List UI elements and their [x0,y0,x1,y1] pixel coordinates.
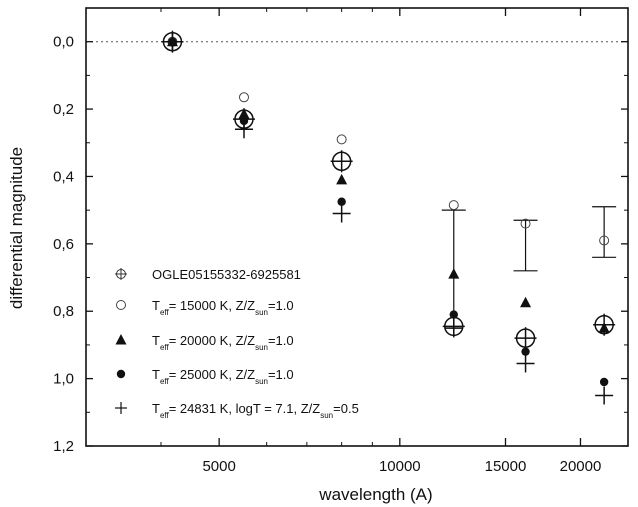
y-tick-label: 1,2 [53,438,74,455]
marker-filled-circle [599,377,609,387]
marker-open-circle [336,134,347,145]
x-tick-label: 5000 [202,458,235,475]
legend-label: Teff= 20000 K, Z/Zsun=1.0 [152,333,294,352]
y-axis-title: differential magnitude [7,147,26,309]
legend-text-part: =1.0 [268,333,294,348]
marker-filled-circle [521,347,530,356]
legend-subscript: sun [255,308,268,317]
data-point-circle-plus [442,315,465,338]
marker-open-circle [448,200,459,211]
legend-subscript: sun [320,411,333,420]
data-point-open-circle [520,218,531,229]
marker-triangle [448,268,460,279]
data-point-filled-circle [599,377,609,387]
legend-text-part: T [152,333,160,348]
legend-marker [115,402,127,414]
data-point-open-circle [238,92,249,103]
y-tick-label: 1,0 [53,371,74,388]
data-point-plus [332,204,351,223]
legend-subscript: eff [160,377,170,386]
legend-text-part: OGLE05155332-6925581 [152,267,301,282]
legend-text-part: = 24831 K, logT = 7.1, Z/Z [169,401,321,416]
marker-open-circle [599,235,610,246]
legend-label: Teff= 25000 K, Z/Zsun=1.0 [152,367,294,386]
legend-marker [116,300,126,310]
legend-text-part: = 15000 K, Z/Z [169,298,255,313]
data-point-filled-circle [449,310,458,319]
legend-label: Teff= 24831 K, logT = 7.1, Z/Zsun=0.5 [152,401,359,420]
legend-marker [116,369,126,379]
x-tick-label: 20000 [560,458,602,475]
legend-text-part: =0.5 [333,401,359,416]
data-point-plus [595,386,614,405]
legend-marker [115,268,127,280]
x-tick-label: 10000 [379,458,421,475]
legend-label: Teff= 15000 K, Z/Zsun=1.0 [152,298,294,317]
data-point-filled-triangle [520,296,532,308]
legend-text-part: =1.0 [268,298,294,313]
legend-text-part: T [152,367,160,382]
legend-label: OGLE05155332-6925581 [152,267,301,282]
x-axis-title: wavelength (A) [318,485,432,504]
legend-marker [115,334,127,345]
plot-frame [85,7,629,447]
legend-text-part: = 20000 K, Z/Z [169,333,255,348]
y-tick-label: 0,6 [53,236,74,253]
y-tick-label: 0,0 [53,34,74,51]
data-point-open-circle [336,134,347,145]
marker-filled-circle [337,197,346,206]
data-point-circle-plus [514,327,537,350]
data-point-filled-circle [337,197,346,206]
legend-subscript: sun [255,377,268,386]
data-point-circle-plus [593,313,616,336]
data-point-filled-circle [521,347,530,356]
y-tick-label: 0,2 [53,101,74,118]
marker-open-circle [520,218,531,229]
legend-subscript: eff [160,308,170,317]
marker-open-circle [238,92,249,103]
x-tick-label: 15000 [485,458,527,475]
data-point-circle-plus [232,108,255,131]
data-layer [161,30,617,405]
marker-triangle [520,296,532,308]
marker-triangle [336,173,348,185]
data-point-circle-plus [330,150,353,173]
data-point-filled-triangle [448,268,460,279]
marker-filled-circle [449,310,458,319]
data-point-plus [516,354,535,373]
data-point-open-circle [599,235,610,246]
legend-text-part: T [152,401,160,416]
legend-text-part: T [152,298,160,313]
legend-subscript: eff [160,343,170,352]
data-point-filled-triangle [336,173,348,185]
legend-text-part: =1.0 [268,367,294,382]
data-point-open-circle [448,200,459,211]
y-tick-label: 0,8 [53,303,74,320]
y-tick-label: 0,4 [53,168,74,185]
legend-subscript: eff [160,411,170,420]
legend-subscript: sun [255,343,268,352]
axes-layer: 0,0 0,2 0,4 0,6 0,8 1,0 1,2 5000 10000 15000 20000 [53,7,629,475]
legend-text-part: = 25000 K, Z/Z [169,367,255,382]
data-point-circle-plus [161,30,184,53]
